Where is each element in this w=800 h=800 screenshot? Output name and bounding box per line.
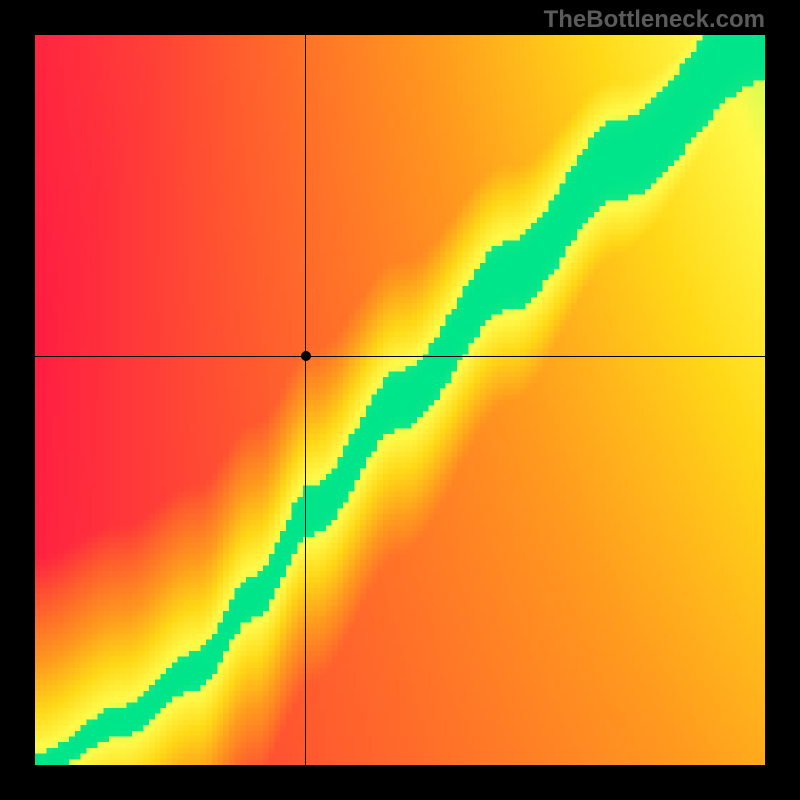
chart-container: TheBottleneck.com (0, 0, 800, 800)
crosshair-vertical (305, 35, 306, 765)
crosshair-horizontal (35, 356, 765, 357)
watermark-text: TheBottleneck.com (544, 6, 765, 34)
crosshair-dot (301, 351, 311, 361)
bottleneck-heatmap (35, 35, 765, 765)
